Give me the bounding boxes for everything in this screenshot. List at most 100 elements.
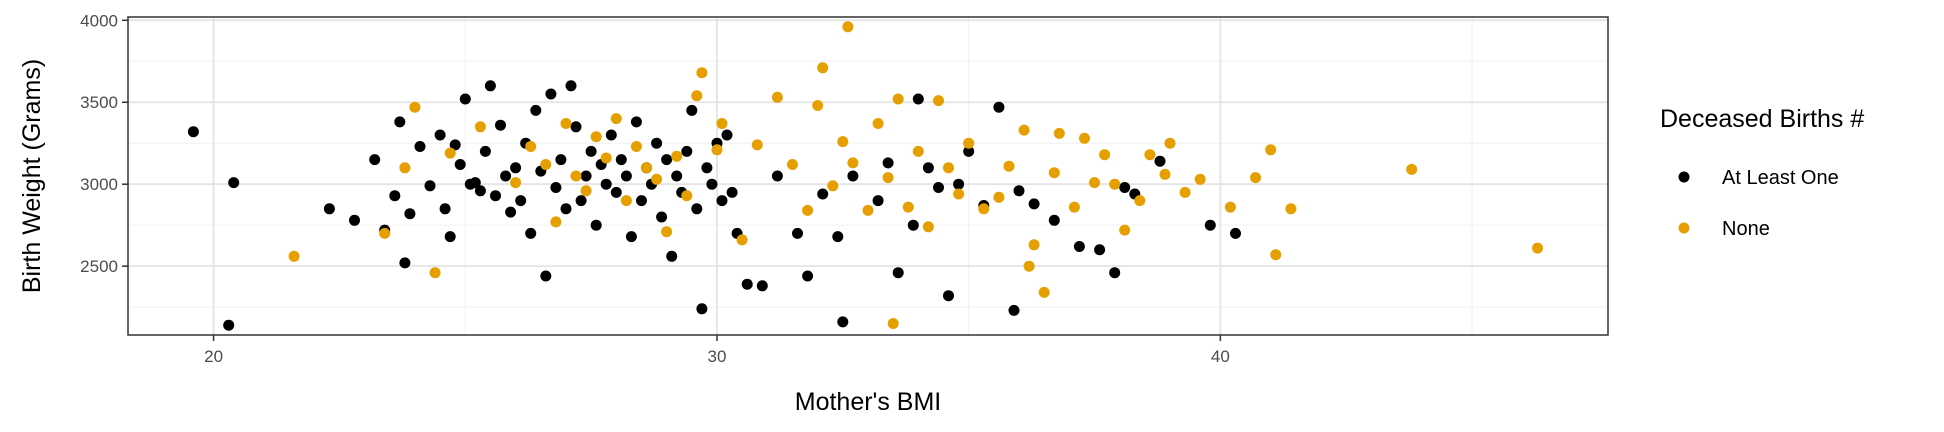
y-axis-title: Birth Weight (Grams) — [18, 59, 46, 293]
data-point — [1144, 149, 1156, 161]
data-point — [922, 221, 934, 233]
data-point — [369, 154, 381, 166]
data-point — [933, 95, 944, 107]
data-point — [892, 93, 904, 105]
data-point — [726, 186, 738, 198]
data-point — [495, 119, 506, 131]
data-point — [943, 290, 954, 302]
data-point — [802, 204, 814, 216]
data-point — [1154, 155, 1166, 167]
data-point — [872, 195, 884, 207]
data-point — [409, 101, 421, 113]
data-point — [474, 121, 486, 133]
data-point — [691, 203, 703, 215]
data-point — [505, 206, 517, 218]
data-point — [439, 203, 451, 215]
data-point — [605, 129, 617, 141]
data-point — [1079, 132, 1090, 144]
data-point — [1028, 198, 1040, 210]
data-point — [1224, 201, 1236, 213]
data-point — [651, 137, 663, 149]
data-point — [651, 173, 663, 185]
data-point — [510, 162, 522, 174]
data-point — [887, 318, 899, 329]
data-point — [630, 116, 642, 128]
data-point — [681, 190, 693, 202]
data-point — [882, 172, 894, 184]
data-point — [1532, 242, 1543, 254]
data-point — [620, 195, 632, 207]
data-point — [912, 93, 924, 105]
y-tick-label: 4000 — [80, 11, 118, 30]
data-point — [600, 178, 612, 190]
data-point — [862, 204, 874, 216]
data-point — [741, 278, 753, 290]
data-point — [484, 80, 496, 92]
data-point — [399, 257, 411, 269]
data-point — [1018, 124, 1030, 136]
data-point — [661, 226, 673, 238]
data-point — [223, 319, 235, 331]
data-point — [434, 129, 446, 141]
data-point — [1194, 173, 1206, 185]
grid-minor — [128, 17, 1608, 335]
data-point — [706, 178, 718, 190]
y-tick-label: 3500 — [80, 93, 118, 112]
data-point — [943, 162, 954, 174]
data-point — [449, 139, 461, 151]
data-point — [661, 154, 673, 166]
legend-label-at-least-one: At Least One — [1722, 167, 1839, 189]
data-point — [565, 80, 577, 92]
x-tick-label: 20 — [204, 347, 223, 366]
data-point — [540, 159, 552, 170]
data-point — [379, 227, 391, 239]
data-point — [978, 203, 990, 215]
data-point — [479, 145, 491, 157]
y-axis: 2500 3000 3500 4000 — [80, 11, 128, 276]
data-point — [1406, 163, 1418, 175]
data-point — [510, 177, 522, 189]
data-point — [454, 159, 466, 170]
data-point — [389, 190, 401, 202]
data-point — [474, 185, 486, 197]
data-point — [963, 137, 975, 149]
data-point — [812, 100, 824, 111]
data-point — [349, 214, 360, 226]
data-point — [323, 203, 335, 215]
data-point — [550, 216, 562, 228]
data-point — [1053, 127, 1065, 139]
data-point — [832, 231, 844, 243]
data-point — [585, 145, 597, 157]
data-point — [912, 145, 924, 157]
legend-label-none: None — [1722, 218, 1770, 240]
data-point — [1270, 249, 1282, 261]
data-point — [1028, 239, 1040, 251]
data-point — [600, 152, 612, 164]
data-point — [636, 195, 647, 207]
data-point — [288, 250, 300, 262]
data-point — [827, 180, 839, 192]
x-tick-label: 40 — [1211, 347, 1230, 366]
data-point — [444, 147, 456, 159]
data-point — [1073, 241, 1085, 252]
data-point — [716, 118, 728, 129]
series-at-least-one — [187, 80, 1241, 331]
y-tick-label: 2500 — [80, 257, 118, 276]
data-point — [817, 62, 829, 74]
data-point — [525, 141, 537, 152]
x-axis: 20 30 40 — [204, 335, 1230, 366]
legend-title: Deceased Births # — [1660, 105, 1864, 133]
data-point — [681, 145, 693, 157]
data-point — [228, 177, 240, 189]
data-point — [429, 267, 441, 279]
data-point — [1109, 267, 1121, 279]
data-point — [1089, 177, 1100, 189]
x-tick-label: 30 — [708, 347, 727, 366]
data-point — [847, 157, 859, 169]
data-point — [701, 162, 713, 174]
data-point — [615, 154, 627, 166]
data-point — [1003, 160, 1015, 172]
data-point — [902, 201, 914, 213]
data-point — [1204, 219, 1216, 231]
data-point — [620, 170, 632, 182]
